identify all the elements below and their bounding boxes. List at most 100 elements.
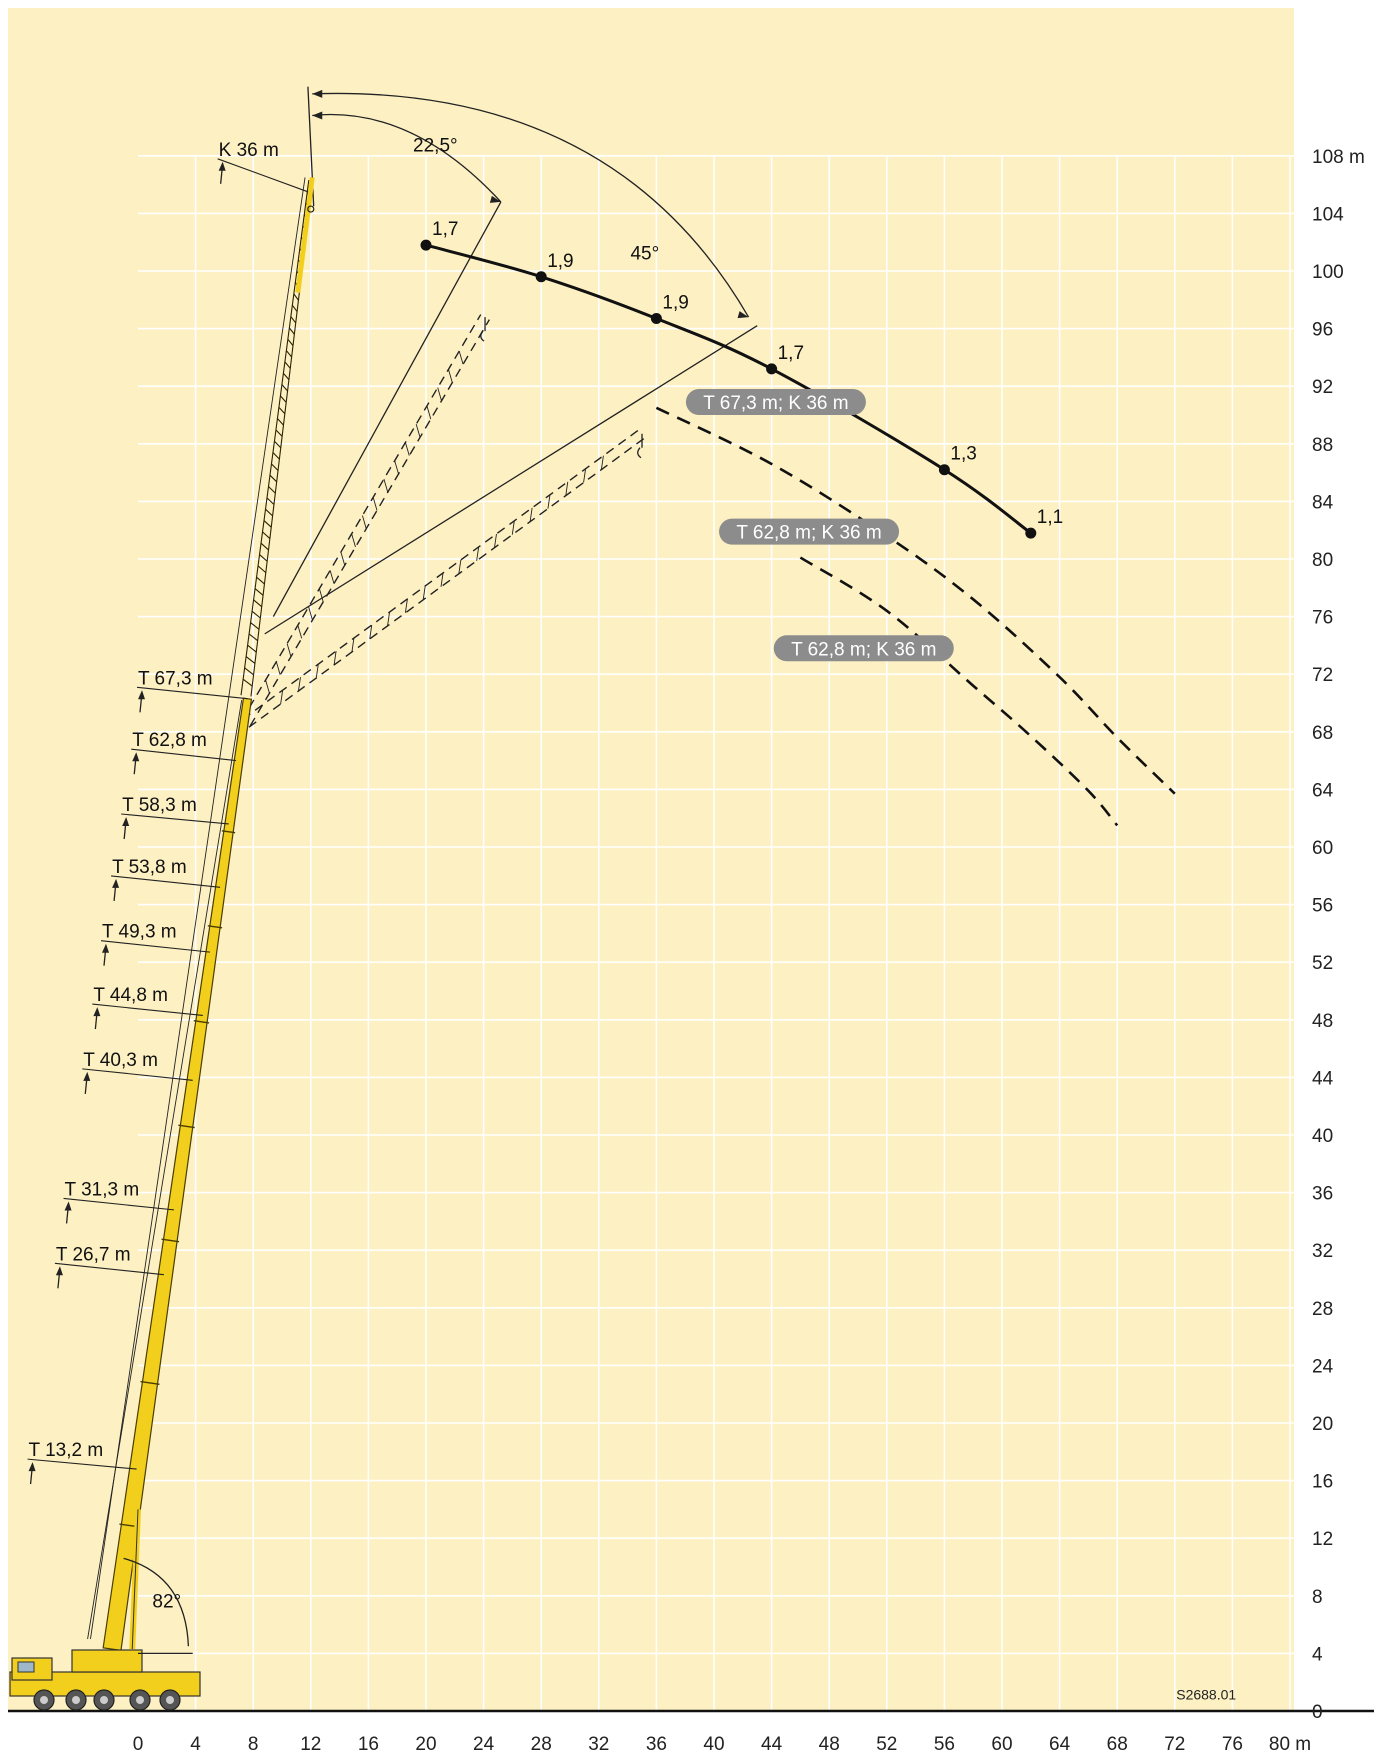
series-label-pill	[719, 518, 900, 545]
boom-section-underline	[100, 940, 211, 953]
angle-guide-45	[264, 325, 758, 635]
x-tick-label: 40	[703, 1734, 724, 1755]
y-tick-label: 52	[1312, 953, 1333, 974]
y-tick-label: 40	[1312, 1126, 1333, 1147]
data-point	[1025, 527, 1037, 539]
boom-section-label: T 53,8 m	[112, 857, 187, 878]
x-tick-label: 0	[133, 1734, 144, 1755]
y-tick-label: 8	[1312, 1587, 1323, 1608]
boom-section-label: T 67,3 m	[138, 668, 213, 689]
boom-section-underline	[27, 1458, 137, 1470]
boom-section-underline	[131, 748, 236, 762]
x-tick-label: 52	[876, 1734, 897, 1755]
y-tick-label: 84	[1312, 492, 1334, 513]
x-tick-label: 56	[934, 1734, 955, 1755]
series-line-3	[799, 556, 1119, 827]
y-tick-label: 68	[1312, 723, 1333, 744]
angle-label-82: 82°	[152, 1591, 181, 1612]
arrow-head-icon	[93, 1007, 101, 1017]
y-tick-label: 48	[1312, 1011, 1333, 1032]
x-tick-label: 80 m	[1269, 1734, 1311, 1755]
arrow-head-icon	[55, 1266, 63, 1276]
y-tick-label: 44	[1312, 1068, 1334, 1089]
series-name-label: T 62,8 m; K 36 m	[736, 523, 881, 544]
boom-section-label: T 13,2 m	[29, 1440, 104, 1461]
angle-label-22-5: 22,5°	[413, 135, 458, 156]
boom-section-joint	[207, 925, 223, 929]
arrow-head-icon	[312, 111, 323, 120]
y-tick-label: 76	[1312, 608, 1333, 629]
y-tick-label: 88	[1312, 435, 1333, 456]
y-tick-label: 96	[1312, 320, 1333, 341]
arrow-head-icon	[28, 1462, 36, 1472]
arrow-head-icon	[489, 195, 501, 203]
arrow-head-icon	[218, 161, 226, 171]
y-tick-label: 92	[1312, 377, 1333, 398]
y-tick-label: 72	[1312, 665, 1333, 686]
x-tick-label: 12	[300, 1734, 321, 1755]
jib-outline-22-5	[241, 314, 490, 727]
y-tick-label: 24	[1312, 1356, 1334, 1377]
x-tick-label: 36	[646, 1734, 667, 1755]
data-point	[420, 239, 432, 251]
crane-carrier	[9, 1649, 201, 1711]
angle-label-45: 45°	[630, 243, 659, 264]
boom-section-label: T 44,8 m	[93, 985, 168, 1006]
arrow-head-icon	[112, 878, 120, 888]
angle-arc-22-5	[312, 113, 502, 203]
boom-section-label: T 40,3 m	[83, 1050, 158, 1071]
jib-head	[295, 177, 315, 293]
jib-reference-line	[90, 177, 306, 1640]
x-tick-label: 64	[1049, 1734, 1071, 1755]
x-tick-label: 68	[1107, 1734, 1128, 1755]
boom-section-joint	[178, 1124, 195, 1129]
y-tick-label: 60	[1312, 838, 1333, 859]
hook-icon	[480, 317, 486, 342]
y-tick-label: 0	[1312, 1702, 1323, 1723]
arrow-head-icon	[737, 311, 749, 319]
reference-code: S2688.01	[1176, 1686, 1236, 1702]
x-tick-label: 28	[531, 1734, 552, 1755]
boom-section-label: T 49,3 m	[102, 922, 177, 943]
y-tick-label: 16	[1312, 1472, 1333, 1493]
boom-section-underline	[111, 875, 221, 888]
data-label: 1,1	[1037, 507, 1063, 528]
data-label: 1,9	[662, 293, 688, 314]
boom-section-underline	[82, 1068, 193, 1081]
boom-section-underline	[136, 686, 248, 700]
arrow-head-icon	[64, 1201, 72, 1211]
boom-section-underline	[63, 1197, 175, 1211]
boom-section-label: T 26,7 m	[56, 1244, 131, 1265]
hook-icon	[637, 433, 643, 459]
arrow-head-icon	[122, 817, 130, 826]
x-tick-label: 44	[761, 1734, 783, 1755]
boom-section-label: K 36 m	[219, 140, 279, 161]
series-label-pill	[685, 389, 866, 416]
boom-section-underline	[121, 813, 229, 825]
x-tick-label: 20	[415, 1734, 436, 1755]
y-tick-label: 12	[1312, 1529, 1333, 1550]
y-tick-label: 100	[1312, 262, 1344, 283]
boom-section-underline	[92, 1003, 203, 1017]
y-tick-label: 4	[1312, 1644, 1323, 1665]
x-tick-label: 48	[819, 1734, 840, 1755]
boom-section-joint	[161, 1238, 180, 1243]
x-tick-label: 32	[588, 1734, 609, 1755]
data-label: 1,3	[950, 444, 976, 465]
arrow-head-icon	[132, 752, 140, 762]
boom-section-underline	[217, 158, 309, 193]
data-point	[650, 313, 662, 325]
boom-section-joint	[193, 1020, 210, 1024]
y-tick-label: 20	[1312, 1414, 1333, 1435]
data-point	[766, 363, 778, 375]
y-tick-label: 108 m	[1312, 147, 1365, 168]
boom-section-label: T 62,8 m	[132, 730, 207, 751]
series-line-2	[655, 406, 1176, 795]
jib-tip-sheave-icon	[307, 205, 315, 213]
arrow-head-icon	[312, 89, 323, 98]
boom-section-label: T 58,3 m	[122, 795, 197, 816]
y-tick-label: 104	[1312, 204, 1344, 225]
x-tick-label: 16	[358, 1734, 379, 1755]
angle-guide-22-5	[272, 201, 502, 617]
x-tick-label: 72	[1164, 1734, 1185, 1755]
